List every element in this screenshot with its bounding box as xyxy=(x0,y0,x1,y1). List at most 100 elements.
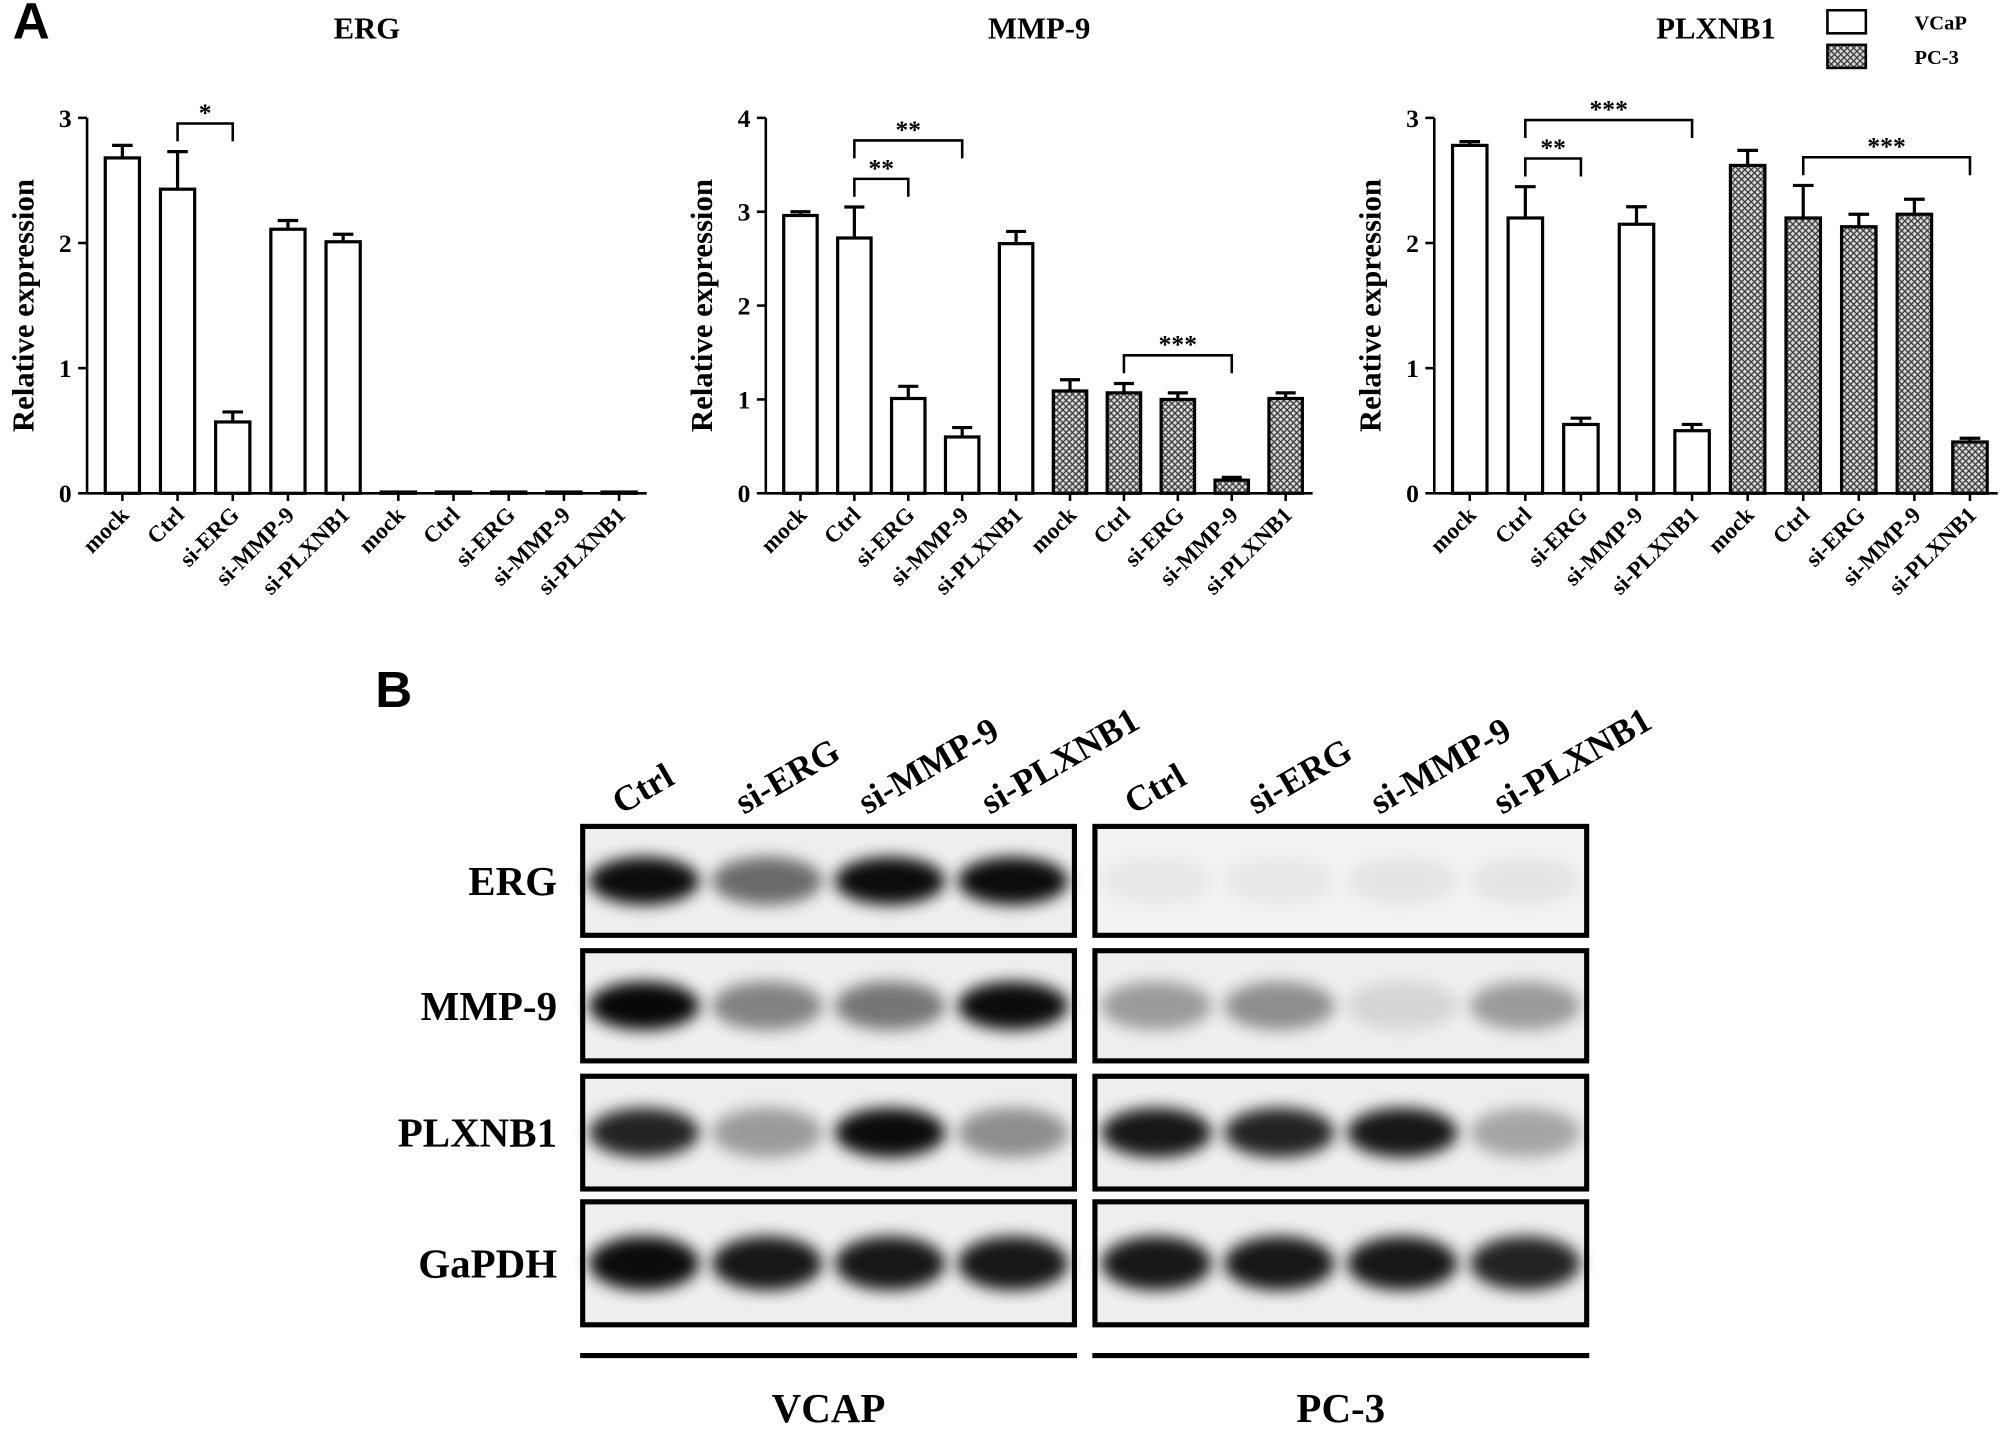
significance-label: *** xyxy=(1589,95,1627,124)
legend-swatch xyxy=(1826,43,1868,70)
x-tick-label: Ctrl xyxy=(1088,501,1136,549)
bar xyxy=(1105,391,1143,495)
bar xyxy=(1159,397,1197,495)
blot-band xyxy=(834,856,946,905)
y-tick-label: 1 xyxy=(738,385,751,414)
lane-label: Ctrl xyxy=(1117,755,1192,822)
x-tick-label: Ctrl xyxy=(417,501,465,549)
bar xyxy=(434,490,473,495)
y-tick-label: 1 xyxy=(1406,354,1419,383)
x-tick-label: Ctrl xyxy=(1489,501,1537,549)
significance-bracket xyxy=(1801,155,1972,176)
row-label: PLXNB1 xyxy=(398,1110,557,1156)
lane-label: si-ERG xyxy=(728,730,846,821)
bar xyxy=(997,242,1035,495)
x-tick-label: mock xyxy=(755,501,812,558)
blot-band xyxy=(834,1107,946,1158)
bar xyxy=(1895,212,1934,495)
blot-band xyxy=(1469,1107,1581,1158)
blot-band xyxy=(1346,1107,1458,1158)
y-tick-label: 4 xyxy=(738,104,751,133)
blot-band xyxy=(957,856,1069,905)
chart-title: PLXNB1 xyxy=(1656,11,1776,45)
blot-band xyxy=(711,1236,823,1291)
blot-band xyxy=(588,1107,700,1158)
significance-label: ** xyxy=(1540,133,1566,162)
x-tick-label: mock xyxy=(77,501,134,558)
legend-label: PC-3 xyxy=(1915,47,1959,69)
blot-band xyxy=(711,1107,823,1158)
bar xyxy=(1728,163,1767,495)
lane-label: si-PLXNB1 xyxy=(974,699,1146,821)
y-tick-label: 2 xyxy=(1406,229,1419,258)
y-axis-label: Relative expression xyxy=(1354,179,1388,432)
bar xyxy=(103,156,142,495)
bar xyxy=(379,490,418,495)
x-tick-label: mock xyxy=(353,501,410,558)
bar xyxy=(1617,222,1656,495)
group-label: VCAP xyxy=(772,1385,886,1431)
y-axis-label: Relative expression xyxy=(685,179,719,432)
blot-band xyxy=(957,981,1069,1031)
blot-band xyxy=(834,981,946,1031)
y-tick-label: 0 xyxy=(738,479,751,508)
bar xyxy=(1506,216,1545,495)
blot-band xyxy=(588,1236,700,1291)
row-label: MMP-9 xyxy=(421,983,557,1029)
significance-bracket xyxy=(1524,118,1694,139)
blot-band xyxy=(1224,981,1335,1031)
significance-label: * xyxy=(199,98,212,127)
blot-band xyxy=(1346,981,1458,1031)
blot-band xyxy=(1346,1236,1458,1291)
lane-label: si-MMP-9 xyxy=(851,709,1005,821)
bar xyxy=(1839,225,1878,495)
significance-label: *** xyxy=(1159,330,1197,359)
bar xyxy=(158,187,197,495)
significance-bracket xyxy=(853,177,910,197)
x-tick-label: Ctrl xyxy=(141,501,189,549)
significance-label: ** xyxy=(895,115,921,144)
group-label: PC-3 xyxy=(1296,1385,1385,1431)
legend-label: VCaP xyxy=(1915,12,1967,34)
blot-band xyxy=(1101,981,1212,1031)
bar xyxy=(1051,389,1089,495)
panel-label: B xyxy=(375,661,412,718)
significance-bracket xyxy=(853,139,964,159)
bar xyxy=(1267,396,1304,495)
bar xyxy=(490,490,528,495)
blot-band xyxy=(957,1236,1069,1291)
blot-band xyxy=(588,981,700,1031)
significance-label: *** xyxy=(1867,132,1905,161)
blot-band xyxy=(1469,1236,1581,1291)
y-tick-label: 3 xyxy=(738,198,751,227)
y-tick-label: 2 xyxy=(59,229,72,258)
y-tick-label: 2 xyxy=(738,292,751,321)
significance-bracket xyxy=(1524,157,1583,177)
x-tick-label: mock xyxy=(1702,501,1759,558)
y-axis-label: Relative expression xyxy=(6,179,40,432)
blot-band xyxy=(1101,856,1212,905)
blot-band xyxy=(1101,1107,1212,1158)
row-label: ERG xyxy=(468,858,557,904)
bar xyxy=(545,490,583,495)
y-tick-label: 0 xyxy=(59,479,72,508)
blot-band xyxy=(1224,1107,1335,1158)
y-tick-label: 1 xyxy=(59,354,72,383)
blot-band xyxy=(588,856,700,905)
row-label: GaPDH xyxy=(418,1240,557,1286)
lane-label: si-MMP-9 xyxy=(1363,709,1517,821)
significance-bracket xyxy=(176,122,235,142)
x-tick-label: Ctrl xyxy=(818,501,866,549)
y-tick-label: 0 xyxy=(1406,479,1419,508)
bar xyxy=(600,490,638,495)
significance-bracket xyxy=(1122,354,1234,374)
blot-band xyxy=(711,981,823,1031)
legend-swatch xyxy=(1826,8,1868,35)
bar xyxy=(324,240,362,495)
chart-title: MMP-9 xyxy=(988,11,1090,45)
bar xyxy=(1450,143,1489,495)
x-tick-label: mock xyxy=(1425,501,1482,558)
bar xyxy=(836,236,873,495)
bar xyxy=(1562,422,1600,495)
